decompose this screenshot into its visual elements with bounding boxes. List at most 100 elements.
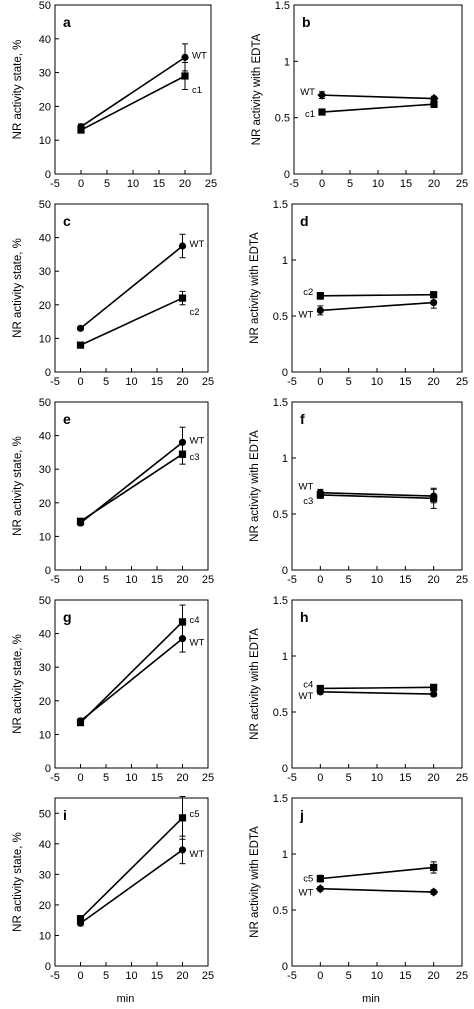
series-label: c1 (192, 85, 202, 96)
x-tick-label: -5 (50, 574, 60, 586)
y-tick-label: 10 (39, 135, 51, 147)
y-tick-label: 20 (39, 300, 51, 312)
x-tick-label: 25 (202, 574, 214, 586)
series-c1: c1 (77, 61, 202, 134)
y-tick-label: 0 (45, 169, 51, 181)
x-tick-label: 25 (202, 772, 214, 784)
y-tick-label: 20 (39, 101, 51, 113)
y-tick-label: 40 (39, 233, 51, 245)
y-tick-label: 1.5 (273, 793, 288, 805)
x-tick-label: -5 (287, 574, 297, 586)
y-tick-label: 1 (282, 849, 288, 861)
x-tick-label: 25 (456, 376, 468, 388)
data-point-circle (430, 298, 438, 307)
series-line (79, 638, 184, 722)
series-line (321, 103, 435, 113)
x-tick-label: 0 (77, 970, 83, 982)
x-tick-label: -5 (287, 376, 297, 388)
x-tick-label: 10 (371, 970, 383, 982)
x-tick-label: 10 (125, 574, 137, 586)
x-tick-label: 10 (125, 772, 137, 784)
x-tick-label: 20 (428, 574, 440, 586)
panel-letter: g (63, 609, 72, 625)
y-tick-label: 0 (282, 565, 288, 577)
y-tick-label: 1 (282, 453, 288, 465)
series-WT: WT (77, 43, 207, 131)
series-label: WT (190, 239, 205, 250)
x-tick-label: 10 (372, 178, 384, 190)
y-tick-label: 30 (39, 266, 51, 278)
series-line (80, 56, 186, 128)
series-label: WT (299, 691, 314, 702)
y-tick-label: 10 (39, 930, 51, 942)
y-tick-label: 50 (39, 595, 51, 607)
data-point-square (430, 100, 438, 108)
x-tick-label: 20 (179, 178, 191, 190)
series-line (320, 866, 434, 880)
panel-letter: h (300, 609, 309, 625)
x-tick-label: 0 (317, 970, 323, 982)
series-label: WT (192, 50, 207, 61)
x-tick-label: 15 (399, 376, 411, 388)
y-tick-label: 1.5 (275, 0, 290, 12)
x-tick-label: 0 (317, 574, 323, 586)
y-tick-label: 30 (39, 662, 51, 674)
data-point-square (76, 517, 85, 525)
y-tick-label: 0 (282, 763, 288, 775)
x-tick-label: 0 (77, 376, 83, 388)
x-tick-label: 5 (103, 376, 109, 388)
series-label: WT (299, 309, 314, 320)
y-axis-label: NR activity with EDTA (249, 232, 261, 344)
series-label: c3 (303, 496, 313, 507)
y-tick-label: 0.5 (273, 707, 288, 719)
x-tick-label: -5 (289, 178, 299, 190)
data-point-square (430, 291, 438, 299)
x-tick-label: 10 (371, 772, 383, 784)
y-axis-label: NR activity state, % (12, 832, 24, 932)
y-tick-label: 0.5 (275, 113, 290, 125)
series-WT: WT (299, 296, 438, 320)
x-tick-label: 0 (77, 574, 83, 586)
y-tick-label: 40 (39, 629, 51, 641)
x-tick-label: 10 (125, 970, 137, 982)
series-WT: WT (76, 233, 205, 332)
y-tick-label: 0 (45, 565, 51, 577)
y-tick-label: 20 (39, 900, 51, 912)
x-tick-label: 15 (151, 772, 163, 784)
series-line (79, 817, 184, 920)
y-axis-label: NR activity with EDTA (251, 33, 263, 145)
y-axis-label: NR activity with EDTA (249, 430, 261, 542)
series-c5: c5 (76, 795, 200, 923)
data-point-square (318, 108, 326, 116)
series-line (79, 621, 184, 724)
series-WT: WT (76, 624, 204, 725)
y-tick-label: 0.5 (273, 905, 288, 917)
series-line (80, 297, 183, 346)
data-point-square (316, 491, 324, 499)
panel-letter: b (302, 14, 311, 30)
y-tick-label: 50 (39, 397, 51, 409)
y-tick-label: 1 (284, 56, 290, 68)
y-tick-label: 1 (282, 651, 288, 663)
y-tick-label: 10 (39, 333, 51, 345)
data-point-circle (430, 690, 438, 698)
x-tick-label: 5 (346, 970, 352, 982)
series-c3: c3 (303, 487, 438, 509)
y-tick-label: 30 (39, 464, 51, 476)
series-c5: c5 (303, 861, 438, 885)
y-tick-label: 1.5 (273, 397, 288, 409)
data-point-circle (178, 635, 187, 643)
y-tick-label: 0 (284, 169, 290, 181)
series-c3: c3 (76, 443, 200, 525)
data-point-circle (316, 306, 324, 314)
series-label: c2 (190, 307, 200, 318)
x-tick-label: 15 (151, 574, 163, 586)
series-line (320, 494, 434, 500)
